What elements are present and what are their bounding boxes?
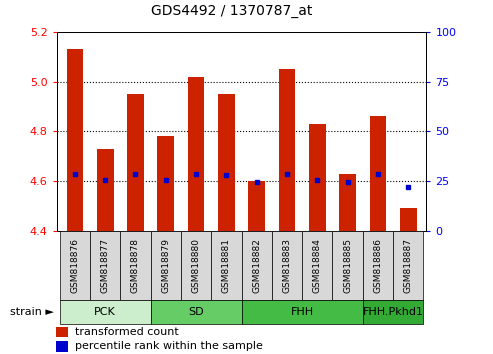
Text: percentile rank within the sample: percentile rank within the sample	[75, 342, 263, 352]
Text: GSM818887: GSM818887	[404, 238, 413, 293]
Text: FHH: FHH	[290, 307, 314, 317]
Bar	[211, 231, 242, 300]
Text: SD: SD	[188, 307, 204, 317]
Text: GSM818880: GSM818880	[192, 238, 201, 293]
Bar	[67, 49, 83, 231]
Bar	[60, 231, 90, 300]
Text: GSM818879: GSM818879	[161, 238, 170, 293]
Bar	[272, 231, 302, 300]
Bar	[56, 341, 68, 352]
Bar	[309, 124, 326, 231]
Text: GSM818877: GSM818877	[101, 238, 109, 293]
Bar	[393, 231, 423, 300]
Bar	[151, 300, 242, 324]
Text: PCK: PCK	[94, 307, 116, 317]
Bar	[302, 231, 332, 300]
Bar	[370, 116, 387, 231]
Text: transformed count: transformed count	[75, 327, 179, 337]
Bar	[242, 300, 363, 324]
Text: FHH.Pkhd1: FHH.Pkhd1	[363, 307, 423, 317]
Bar	[97, 149, 113, 231]
Text: GSM818882: GSM818882	[252, 238, 261, 293]
Bar	[56, 327, 68, 337]
Bar	[151, 231, 181, 300]
Text: GSM818886: GSM818886	[374, 238, 383, 293]
Bar	[279, 69, 295, 231]
Bar	[400, 209, 417, 231]
Bar	[363, 300, 423, 324]
Text: GDS4492 / 1370787_at: GDS4492 / 1370787_at	[151, 4, 313, 18]
Text: GSM818884: GSM818884	[313, 238, 322, 293]
Bar	[157, 136, 174, 231]
Bar	[90, 231, 120, 300]
Text: GSM818883: GSM818883	[282, 238, 291, 293]
Bar	[120, 231, 151, 300]
Text: GSM818878: GSM818878	[131, 238, 140, 293]
Bar	[60, 300, 151, 324]
Bar	[363, 231, 393, 300]
Bar	[339, 173, 356, 231]
Bar	[332, 231, 363, 300]
Bar	[127, 94, 144, 231]
Bar	[242, 231, 272, 300]
Bar	[248, 181, 265, 231]
Text: GSM818881: GSM818881	[222, 238, 231, 293]
Text: GSM818885: GSM818885	[343, 238, 352, 293]
Bar	[218, 94, 235, 231]
Bar	[181, 231, 211, 300]
Text: strain ►: strain ►	[10, 307, 54, 317]
Text: GSM818876: GSM818876	[70, 238, 79, 293]
Bar	[188, 76, 205, 231]
